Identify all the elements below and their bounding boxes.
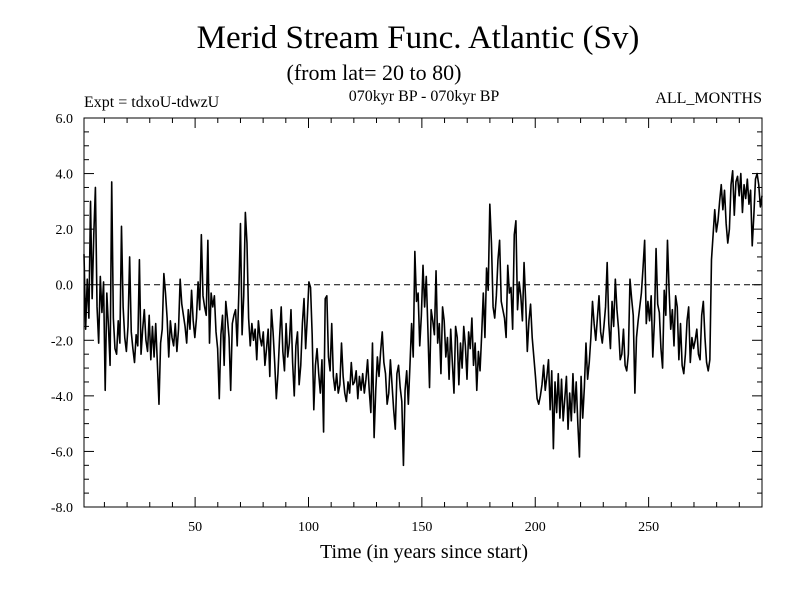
months-annotation: ALL_MONTHS (655, 90, 762, 107)
x-tick-label: 50 (188, 520, 202, 535)
x-tick-label: 100 (298, 520, 319, 535)
y-tick-label: 6.0 (56, 112, 74, 127)
experiment-annotation: Expt = tdxoU-tdwzU (84, 94, 220, 111)
chart-subtitle: (from lat= 20 to 80) (287, 60, 462, 85)
x-tick-label: 200 (525, 520, 546, 535)
period-annotation: 070kyr BP - 070kyr BP (349, 88, 500, 105)
y-tick-label: 4.0 (56, 168, 74, 183)
x-axis-tick-labels: 50 100 150 200 250 (188, 520, 659, 535)
x-axis-label: Time (in years since start) (320, 541, 528, 563)
x-tick-label: 250 (638, 520, 659, 535)
y-tick-label: 0.0 (56, 279, 74, 294)
y-axis-tick-labels: -8.0 -6.0 -4.0 -2.0 0.0 2.0 4.0 6.0 (51, 112, 73, 516)
y-tick-label: -8.0 (51, 501, 73, 516)
y-tick-label: -4.0 (51, 390, 73, 405)
axis-ticks (84, 117, 762, 508)
y-tick-label: -2.0 (51, 334, 73, 349)
series-line (83, 169, 763, 467)
chart-title: Merid Stream Func. Atlantic (Sv) (197, 20, 640, 56)
x-tick-label: 150 (411, 520, 432, 535)
y-tick-label: 2.0 (56, 223, 74, 238)
plot-area-frame (83, 117, 763, 508)
y-tick-label: -6.0 (51, 445, 73, 460)
